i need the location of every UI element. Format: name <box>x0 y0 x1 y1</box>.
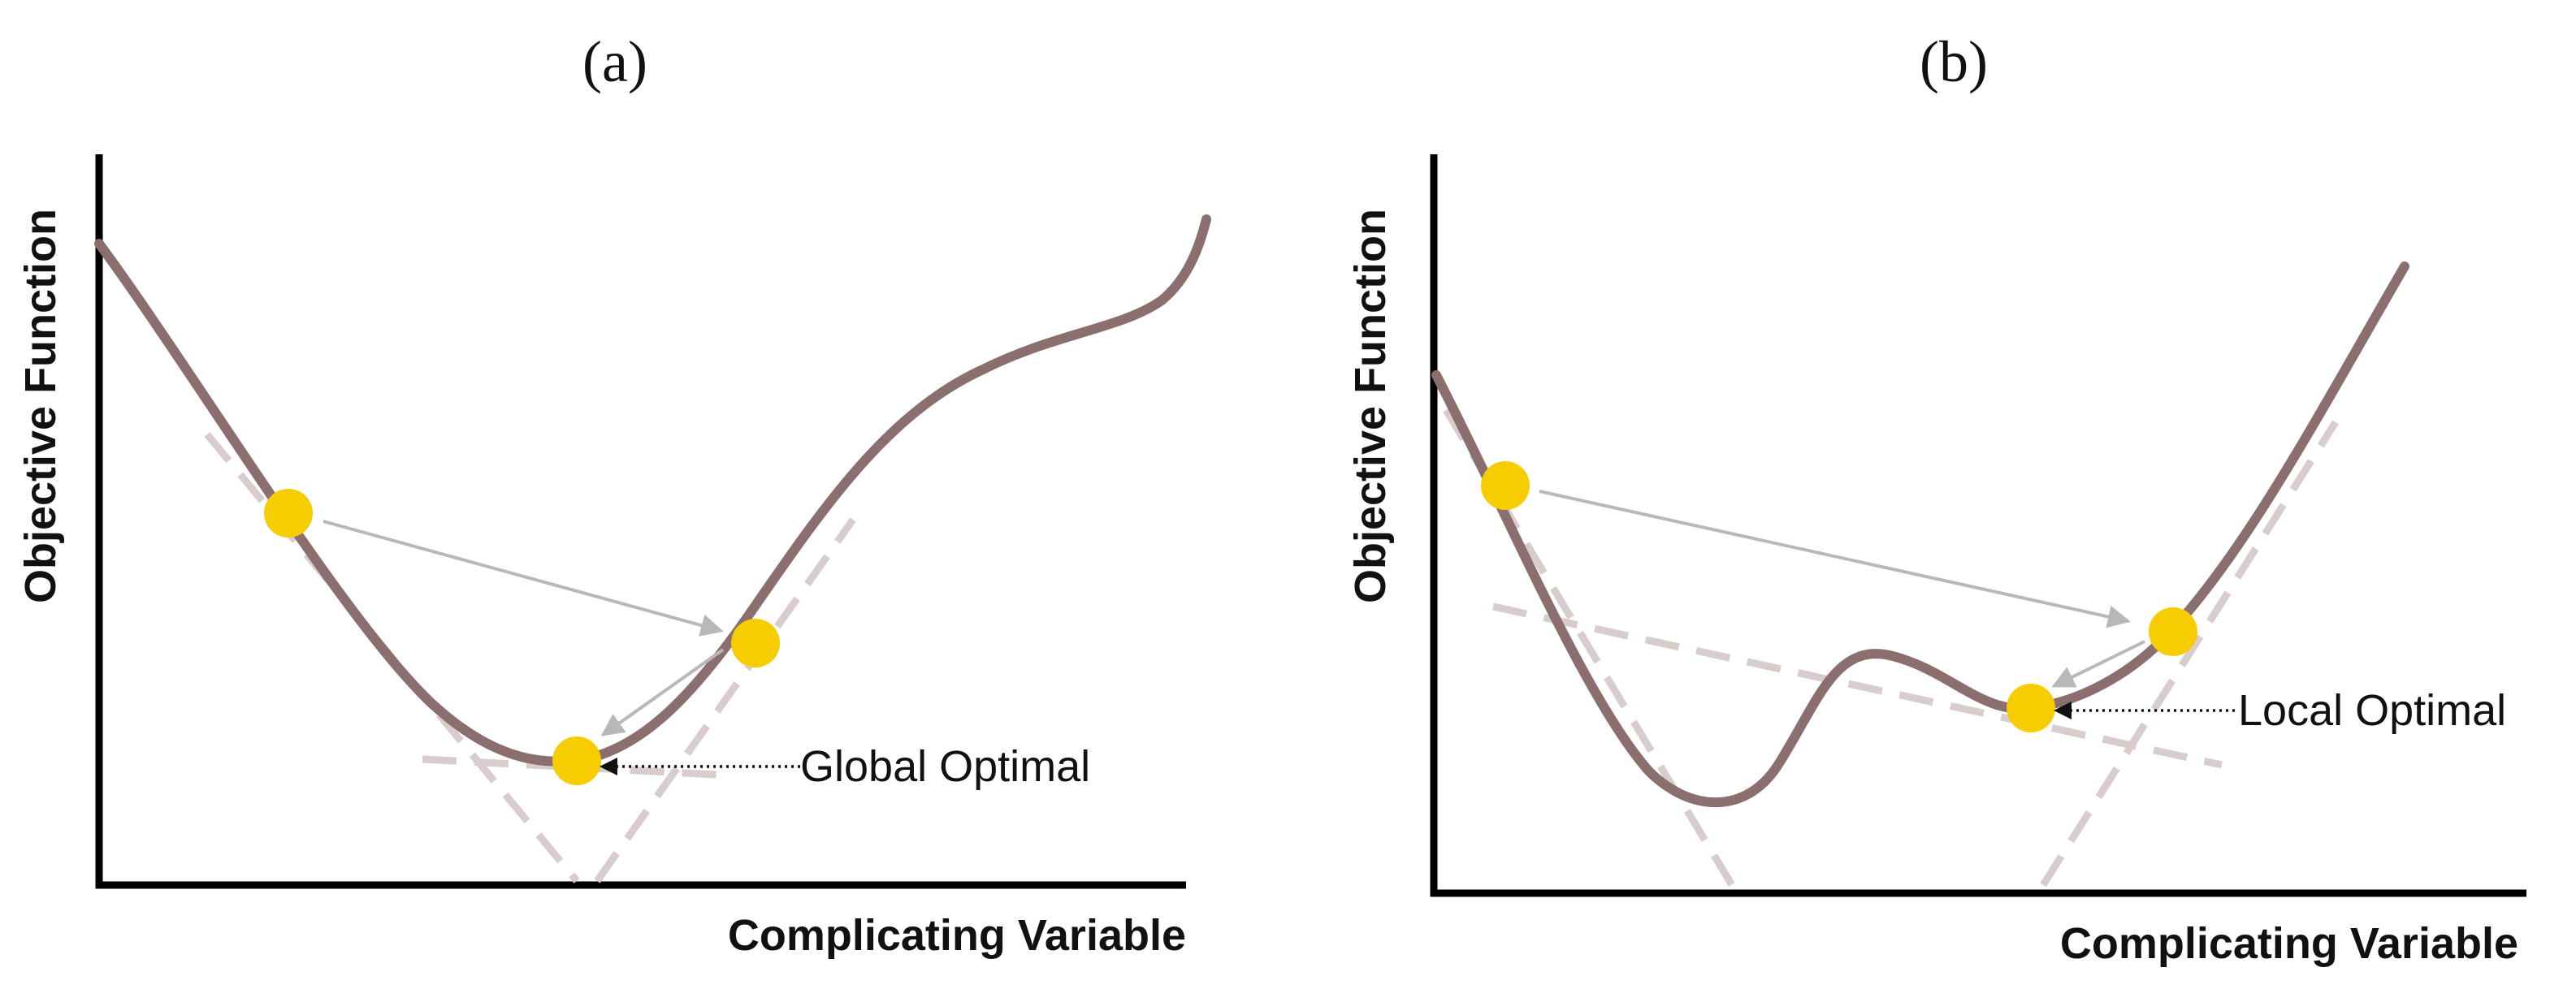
panel-b-label: (b) <box>1920 29 1988 94</box>
panel-b: (b) Objective Function Complicating Vari… <box>1346 29 2526 968</box>
panel-a-iterate-1 <box>264 489 313 538</box>
panel-b-jump-arrow-1 <box>1539 490 2131 628</box>
panel-b-optimum-pointer-head <box>2054 702 2072 719</box>
panel-b-y-axis-label: Objective Function <box>1346 209 1395 603</box>
panel-a-objective-curve <box>94 214 1211 767</box>
panel-a-iterate-2 <box>731 619 780 667</box>
panel-a-x-axis-label: Complicating Variable <box>728 911 1186 960</box>
panel-b-axes <box>1430 154 2526 897</box>
panel-a-axes <box>95 154 1186 889</box>
panel-a: (a) Objective Function Complicating Vari… <box>16 29 1211 960</box>
panel-b-tangent-right <box>2040 420 2339 888</box>
panel-a-jump-arrow-2 <box>600 648 725 736</box>
panel-b-iterate-1 <box>1481 461 1530 510</box>
panel-b-objective-curve <box>1431 261 2409 808</box>
panel-a-global-optimum-point <box>552 736 601 785</box>
panel-b-tangent-left <box>1443 408 1738 892</box>
panel-b-x-axis-label: Complicating Variable <box>2060 919 2518 968</box>
panel-b-annotation: Local Optimal <box>2238 686 2506 735</box>
panel-b-jump-arrow-2 <box>2051 640 2145 688</box>
panel-b-iterate-2 <box>2149 607 2197 656</box>
panel-a-annotation: Global Optimal <box>800 742 1090 791</box>
panel-b-local-optimum-point <box>2007 684 2055 732</box>
panel-a-optimum-pointer-head <box>600 758 617 775</box>
panel-a-y-axis-label: Objective Function <box>16 209 65 603</box>
panel-a-label: (a) <box>582 29 647 94</box>
panel-a-jump-arrow-1 <box>323 520 724 637</box>
panel-a-tangent-right <box>594 517 856 883</box>
panel-b-tangent-middle <box>1492 602 2223 769</box>
